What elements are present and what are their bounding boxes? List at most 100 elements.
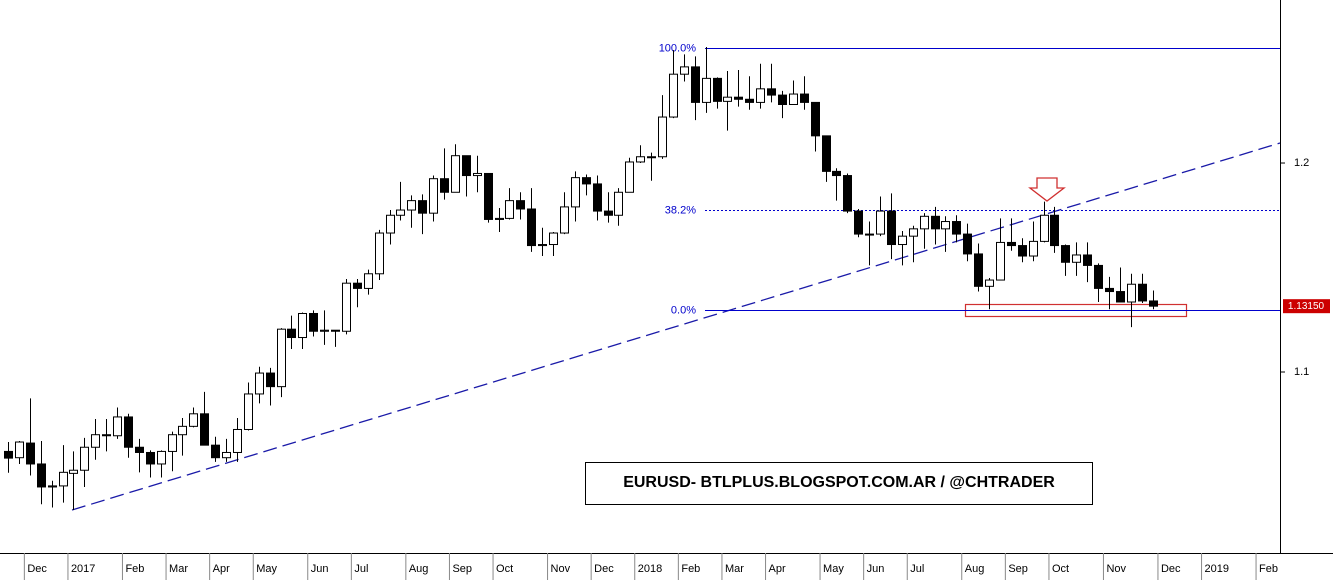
candle-body: [800, 93, 809, 103]
x-tick-label: Jun: [867, 563, 885, 575]
candle-body: [451, 155, 460, 193]
x-tick-label: Feb: [125, 563, 144, 575]
candle-body: [222, 451, 231, 459]
x-tick-label: Feb: [681, 563, 700, 575]
candle-body: [298, 312, 307, 339]
candle-body: [113, 416, 122, 437]
candle-body: [604, 210, 613, 216]
x-tick-label: Sep: [1008, 563, 1028, 575]
candle-body: [135, 446, 144, 453]
candle-body: [124, 416, 133, 448]
candle-body: [745, 98, 754, 103]
candle-body: [767, 88, 776, 96]
candle-body: [178, 425, 187, 436]
candle-body: [418, 200, 427, 214]
candle-body: [593, 183, 602, 212]
x-tick-label: Dec: [594, 563, 614, 575]
y-tick-label: 1.1: [1294, 366, 1309, 378]
fib-label: 100.0%: [659, 42, 697, 54]
x-tick-label: Apr: [213, 563, 230, 575]
candle-body: [473, 172, 482, 177]
candle-body: [898, 235, 907, 246]
candle-body: [909, 228, 918, 237]
candle-body: [364, 273, 373, 289]
x-tick-label: Mar: [725, 563, 744, 575]
candle-body: [647, 156, 656, 159]
candle-body: [320, 329, 329, 332]
candle-body: [713, 77, 722, 102]
candle-body: [495, 217, 504, 220]
x-tick-label: 2019: [1205, 563, 1229, 575]
candle-body: [505, 200, 514, 219]
candle-body: [1029, 240, 1038, 257]
candle-body: [375, 232, 384, 275]
x-tick-label: Feb: [1259, 563, 1278, 575]
candle-body: [244, 393, 253, 430]
x-tick-label: Nov: [551, 563, 571, 575]
candle-body: [15, 441, 24, 459]
fib-label: 0.0%: [671, 304, 696, 316]
candle-body: [527, 208, 536, 247]
annotation-box: [585, 462, 1093, 505]
candle-body: [941, 221, 950, 230]
candle-body: [920, 215, 929, 230]
candle-body: [614, 191, 623, 216]
candle-body: [582, 177, 591, 185]
candle-body: [342, 282, 351, 332]
fib-label: 38.2%: [665, 204, 696, 216]
candle-body: [233, 428, 242, 453]
candle-body: [189, 413, 198, 427]
candle-body: [1149, 300, 1158, 307]
x-tick-label: Aug: [965, 563, 985, 575]
candle-body: [996, 241, 1005, 281]
candle-body: [331, 329, 340, 332]
candle-body: [691, 66, 700, 103]
annotation: EURUSD- BTLPLUS.BLOGSPOT.COM.AR / @CHTRA…: [623, 474, 1055, 491]
candle-body: [211, 444, 220, 459]
candle-body: [1072, 254, 1081, 263]
candle-body: [789, 93, 798, 105]
candle-body: [723, 96, 732, 102]
x-tick-label: Oct: [1052, 563, 1069, 575]
x-tick-label: Apr: [769, 563, 786, 575]
candle-body: [854, 210, 863, 235]
candle-body: [353, 282, 362, 289]
candle-body: [702, 77, 711, 103]
candle-body: [37, 463, 46, 488]
x-tick-label: May: [823, 563, 844, 575]
x-tick-label: May: [256, 563, 277, 575]
candle-body: [822, 135, 831, 172]
candle-body: [734, 96, 743, 100]
candle-body: [538, 244, 547, 247]
x-tick-label: Jul: [354, 563, 368, 575]
candle-body: [386, 214, 395, 234]
candle-body: [168, 434, 177, 452]
candle-body: [658, 116, 667, 158]
candle-body: [146, 451, 155, 465]
x-tick-label: 2018: [638, 563, 662, 575]
candle-body: [811, 101, 820, 137]
candle-body: [952, 221, 961, 235]
candle-body: [1040, 214, 1049, 242]
x-tick-label: Dec: [27, 563, 47, 575]
candle-body: [571, 177, 580, 208]
candle-body: [560, 206, 569, 234]
candle-body: [80, 446, 89, 471]
x-tick-label: 2017: [71, 563, 95, 575]
x-tick-label: Sep: [452, 563, 472, 575]
x-tick-label: Mar: [169, 563, 188, 575]
candle-body: [1061, 245, 1070, 263]
candle-body: [516, 200, 525, 210]
y-tick-label: 1.2: [1294, 157, 1309, 169]
candle-body: [1083, 254, 1092, 266]
candle-body: [48, 485, 57, 488]
candle-body: [91, 434, 100, 448]
candle-body: [484, 172, 493, 220]
candle-body: [102, 434, 111, 437]
candle-body: [200, 413, 209, 446]
candle-body: [669, 73, 678, 118]
x-tick-label: Oct: [496, 563, 513, 575]
candle-body: [625, 161, 634, 193]
plot: 1.1 1.2 Dec 2017 Feb Mar Apr May Jun Jul Aug Sep Oct…: [4, 42, 1309, 580]
